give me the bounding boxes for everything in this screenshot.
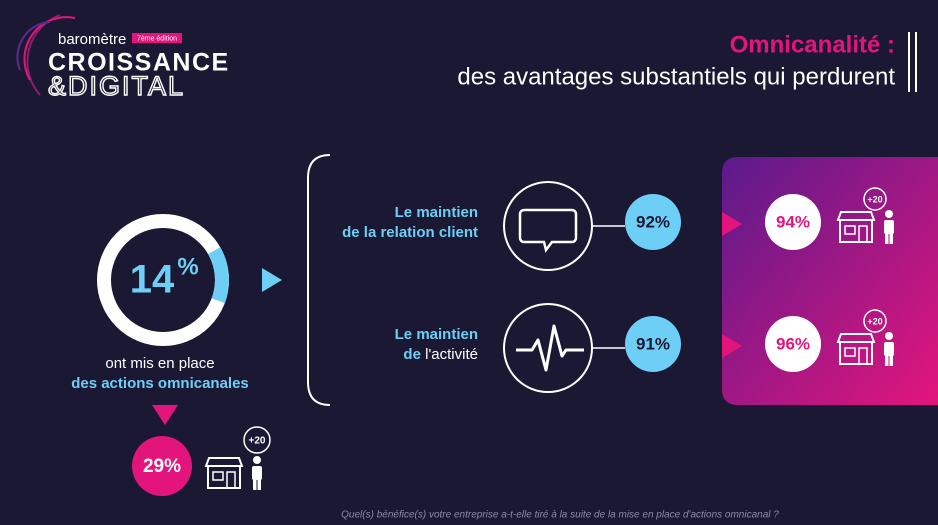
sub-result-value: 29% xyxy=(143,456,181,477)
logo-top: baromètre xyxy=(58,31,126,48)
logo: baromètre 7ème édition CROISSANCE &DIGIT… xyxy=(16,14,230,102)
shop-icon xyxy=(844,225,856,235)
shop-icon xyxy=(858,225,868,243)
sub-result-circle xyxy=(132,436,192,496)
donut-unit: % xyxy=(177,253,198,280)
benefit-label-part: l'activité xyxy=(421,346,478,363)
benefit-value: 91% xyxy=(636,334,670,353)
benefit-label: Le maintien xyxy=(395,326,478,343)
shop-icon xyxy=(226,471,236,489)
logo-line2: &DIGITAL xyxy=(48,71,185,101)
highlight-value: 94% xyxy=(776,212,810,231)
highlight-circle xyxy=(765,316,821,372)
shop-group xyxy=(836,332,894,366)
person-icon xyxy=(253,456,261,464)
person-icon xyxy=(257,478,261,490)
person-icon xyxy=(885,210,893,218)
shop-icon xyxy=(839,219,873,243)
right-arrow xyxy=(262,268,282,292)
edition-badge xyxy=(132,33,182,43)
shop-icon xyxy=(858,347,868,365)
pulse-icon xyxy=(516,324,584,372)
donut-arc xyxy=(207,247,229,304)
person-icon xyxy=(253,478,257,490)
person-icon xyxy=(252,466,262,480)
donut-caption: ont mis en place xyxy=(105,355,214,372)
benefit-label-part: de xyxy=(403,346,421,363)
footer-question: Quel(s) bénéfice(s) votre entreprise a-t… xyxy=(341,510,779,521)
value-circle xyxy=(625,194,681,250)
donut-value: 14 xyxy=(130,258,175,302)
benefit-label: de la relation client xyxy=(342,224,478,241)
highlight-value: 96% xyxy=(776,334,810,353)
shop-icon xyxy=(212,471,224,481)
bracket xyxy=(307,154,331,406)
subtitle: des avantages substantiels qui perdurent xyxy=(457,63,895,90)
shop-icon xyxy=(844,347,856,357)
logo-line1: CROISSANCE xyxy=(48,49,230,77)
value-circle xyxy=(625,316,681,372)
highlight-circle xyxy=(765,194,821,250)
donut-caption: des actions omnicanales xyxy=(71,375,249,392)
badge-circle xyxy=(863,187,887,211)
chat-icon xyxy=(518,208,578,253)
benefit-value: 92% xyxy=(636,212,670,231)
person-icon xyxy=(889,232,893,244)
person-icon xyxy=(885,332,893,340)
panel-arrow xyxy=(722,212,742,236)
title: Omnicanalité : xyxy=(730,31,895,58)
person-icon xyxy=(889,354,893,366)
down-arrow xyxy=(152,405,178,425)
badge-circle xyxy=(243,426,271,454)
person-icon xyxy=(885,232,889,244)
person-icon xyxy=(884,220,894,234)
shop-group xyxy=(836,210,894,244)
badge: +20 xyxy=(867,316,882,326)
benefit-label-part: de la relation client xyxy=(342,224,478,241)
shop-icon xyxy=(839,341,873,365)
person-icon xyxy=(884,342,894,356)
shop-icon xyxy=(207,465,241,489)
badge-circle xyxy=(863,309,887,333)
benefit-label: Le maintien xyxy=(395,204,478,221)
badge: +20 xyxy=(249,436,266,447)
person-icon xyxy=(885,354,889,366)
benefit-label: de l'activité xyxy=(403,346,478,363)
logo-edition: 7ème édition xyxy=(137,35,177,42)
highlight-panel xyxy=(722,157,938,405)
panel-arrow xyxy=(722,334,742,358)
badge: +20 xyxy=(867,194,882,204)
